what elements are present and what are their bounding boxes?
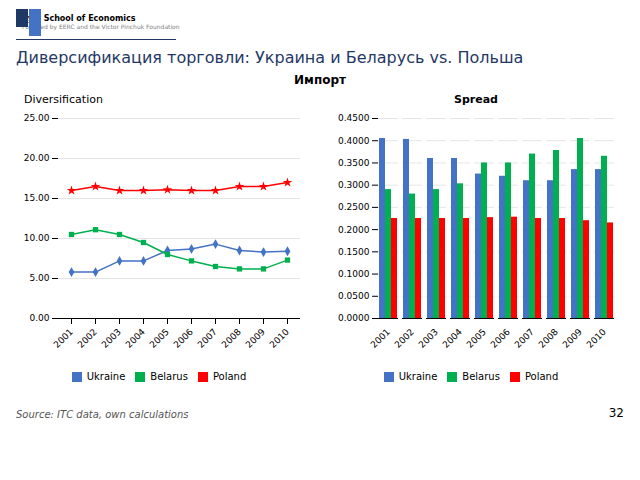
svg-text:2008: 2008 (220, 327, 243, 350)
svg-text:0.2000: 0.2000 (338, 224, 370, 234)
svg-text:10.00: 10.00 (24, 233, 50, 243)
svg-text:0.1500: 0.1500 (338, 247, 370, 257)
svg-text:0.00: 0.00 (29, 313, 49, 323)
svg-text:0.2500: 0.2500 (338, 202, 370, 212)
svg-text:0.0000: 0.0000 (338, 313, 370, 323)
svg-text:2006: 2006 (489, 327, 512, 350)
svg-text:2005: 2005 (148, 327, 171, 350)
svg-text:0.3000: 0.3000 (338, 180, 370, 190)
html-text:Импорт: Импорт (294, 73, 346, 87)
html-text:Founded by EERC and the Victor: Founded by EERC and the Victor Pinchuk F… (22, 23, 180, 30)
svg-text:0.1000: 0.1000 (338, 269, 370, 279)
svg-text:2010: 2010 (268, 327, 291, 350)
svg-text:5.00: 5.00 (29, 273, 49, 283)
svg-text:2002: 2002 (76, 327, 99, 350)
html-text:Belarus: Belarus (150, 371, 188, 382)
svg-text:0.0500: 0.0500 (338, 291, 370, 301)
html-text:Poland: Poland (524, 371, 559, 382)
svg-text:2001: 2001 (369, 327, 392, 350)
svg-text:25.00: 25.00 (24, 113, 50, 123)
svg-text:2004: 2004 (441, 327, 464, 350)
html-text:Диверсификация торговли: Украи: Диверсификация торговли: Украина и Белар… (16, 48, 524, 67)
svg-text:2005: 2005 (465, 327, 488, 350)
svg-text:0.4500: 0.4500 (338, 113, 370, 123)
svg-text:2004: 2004 (124, 327, 147, 350)
svg-text:0.4000: 0.4000 (338, 136, 370, 146)
svg-text:2003: 2003 (417, 327, 440, 350)
svg-text:15.00: 15.00 (24, 193, 50, 203)
svg-text:2007: 2007 (196, 327, 219, 350)
html-text:Poland: Poland (212, 371, 247, 382)
html-text:Ukraine: Ukraine (86, 371, 126, 382)
html-text:Spread: Spread (454, 93, 498, 106)
svg-text:2010: 2010 (585, 327, 608, 350)
svg-text:2007: 2007 (513, 327, 536, 350)
svg-text:2008: 2008 (537, 327, 560, 350)
svg-text:2001: 2001 (52, 327, 75, 350)
html-text:Belarus: Belarus (462, 371, 500, 382)
svg-text:0.3500: 0.3500 (338, 158, 370, 168)
svg-text:2009: 2009 (244, 327, 267, 350)
html-text:32: 32 (608, 406, 624, 420)
html-text:Kyiv School of Economics: Kyiv School of Economics (22, 14, 136, 23)
svg-text:20.00: 20.00 (24, 153, 50, 163)
svg-text:2009: 2009 (561, 327, 584, 350)
svg-text:2002: 2002 (393, 327, 416, 350)
html-text:Ukraine: Ukraine (398, 371, 438, 382)
svg-text:2003: 2003 (100, 327, 123, 350)
svg-text:2006: 2006 (172, 327, 195, 350)
html-text:Diversification: Diversification (24, 93, 103, 106)
html-text:Source: ITC data, own calculat: Source: ITC data, own calculations (16, 409, 189, 420)
